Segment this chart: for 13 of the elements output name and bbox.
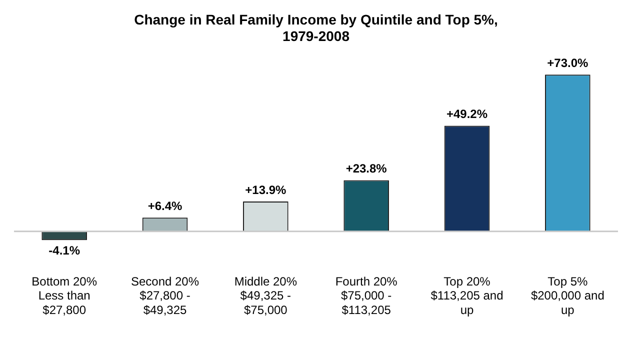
data-label: +13.9% (245, 182, 287, 197)
data-label: -4.1% (48, 243, 80, 258)
data-label: +73.0% (547, 56, 589, 70)
x-tick-label: Top 5% $200,000 and up (530, 274, 604, 318)
x-tick-label: Middle 20% $49,325 - $75,000 (234, 274, 298, 318)
data-label: +6.4% (148, 198, 183, 213)
chart-title: Change in Real Family Income by Quintile and Top 5%, 1979-2008 (134, 11, 498, 44)
data-label: +49.2% (446, 107, 488, 122)
x-tick-label: Bottom 20% Less than $27,800 (32, 274, 98, 318)
data-label: +23.8% (346, 162, 388, 176)
x-tick-label: Top 20% $113,205 and up (430, 274, 504, 318)
x-tick-label: Fourth 20% $75,000 - $113,205 (335, 274, 398, 318)
x-tick-label: Second 20% $27,800 - $49,325 (130, 274, 200, 318)
